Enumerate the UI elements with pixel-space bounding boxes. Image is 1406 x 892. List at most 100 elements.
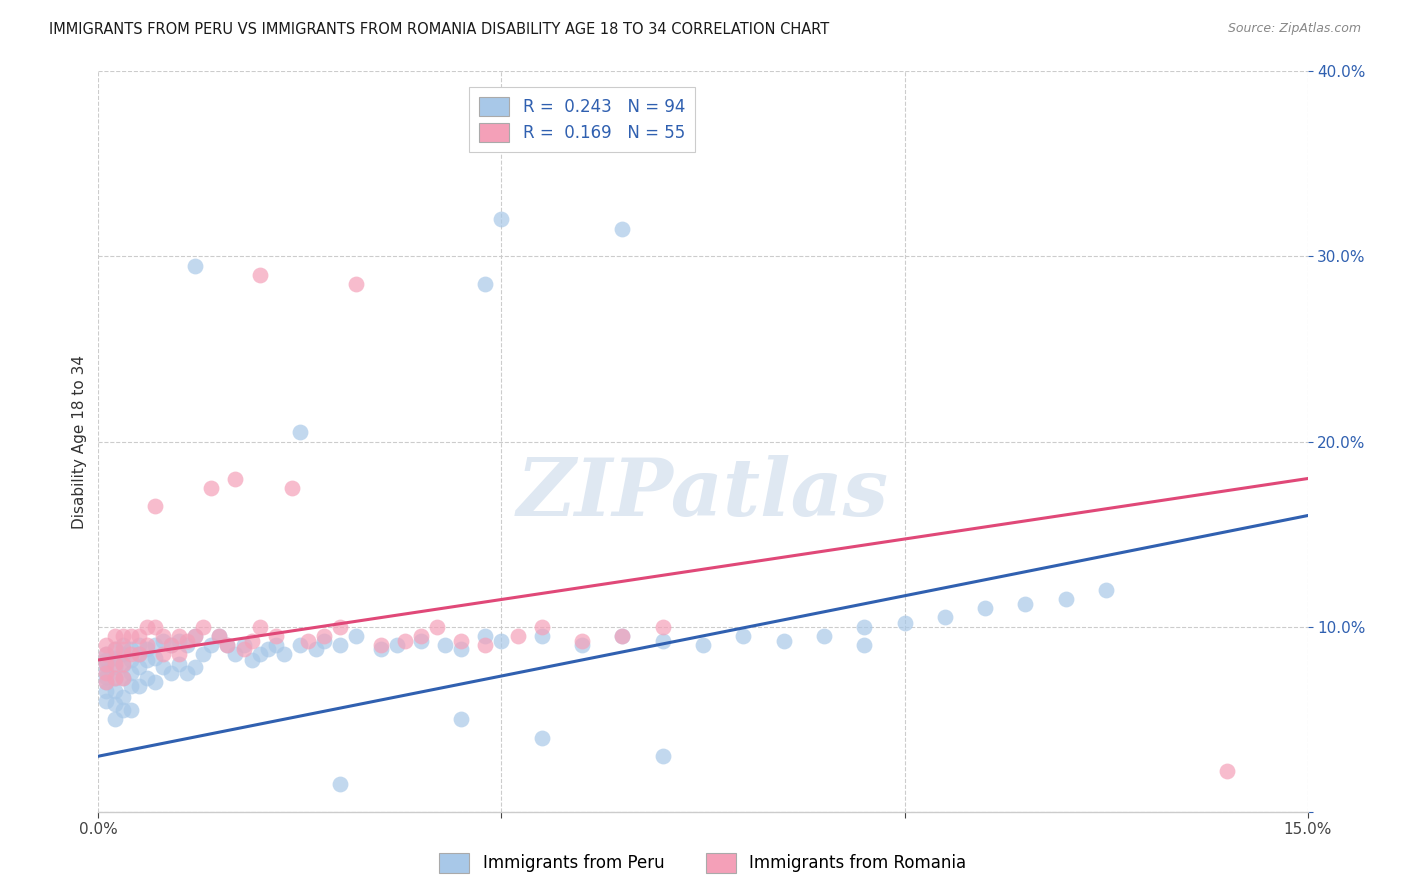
Point bbox=[143, 638, 166, 652]
Point bbox=[232, 638, 254, 652]
Point bbox=[329, 638, 352, 652]
Point bbox=[120, 641, 142, 656]
Point bbox=[491, 212, 513, 227]
Point bbox=[120, 629, 142, 643]
Point bbox=[103, 672, 125, 686]
Point bbox=[651, 749, 673, 764]
Point bbox=[176, 665, 198, 680]
Point bbox=[813, 629, 835, 643]
Point bbox=[530, 731, 553, 745]
Point bbox=[264, 638, 287, 652]
Point bbox=[103, 660, 125, 674]
Point bbox=[103, 712, 125, 726]
Point bbox=[143, 500, 166, 514]
Point bbox=[96, 665, 118, 680]
Point bbox=[128, 629, 150, 643]
Point bbox=[240, 634, 263, 648]
Point bbox=[167, 657, 190, 671]
Point bbox=[184, 259, 207, 273]
Point bbox=[103, 672, 125, 686]
Point bbox=[96, 694, 118, 708]
Point bbox=[128, 679, 150, 693]
Point bbox=[314, 629, 336, 643]
Point bbox=[1014, 598, 1036, 612]
Point bbox=[208, 629, 231, 643]
Point bbox=[96, 657, 118, 671]
Point bbox=[1095, 582, 1118, 597]
Point bbox=[426, 619, 449, 633]
Point bbox=[111, 638, 134, 652]
Point bbox=[111, 690, 134, 704]
Point bbox=[232, 641, 254, 656]
Point bbox=[329, 777, 352, 791]
Point bbox=[128, 648, 150, 662]
Point bbox=[200, 481, 222, 495]
Point bbox=[120, 679, 142, 693]
Point bbox=[103, 629, 125, 643]
Point bbox=[385, 638, 408, 652]
Point bbox=[152, 634, 174, 648]
Point bbox=[193, 619, 215, 633]
Point bbox=[224, 648, 246, 662]
Point bbox=[103, 651, 125, 665]
Legend: R =  0.243   N = 94, R =  0.169   N = 55: R = 0.243 N = 94, R = 0.169 N = 55 bbox=[470, 87, 695, 153]
Point bbox=[612, 221, 634, 235]
Point bbox=[288, 638, 311, 652]
Point bbox=[208, 629, 231, 643]
Point bbox=[651, 634, 673, 648]
Point bbox=[474, 638, 496, 652]
Point bbox=[167, 634, 190, 648]
Text: IMMIGRANTS FROM PERU VS IMMIGRANTS FROM ROMANIA DISABILITY AGE 18 TO 34 CORRELAT: IMMIGRANTS FROM PERU VS IMMIGRANTS FROM … bbox=[49, 22, 830, 37]
Point bbox=[96, 648, 118, 662]
Point bbox=[103, 657, 125, 671]
Point bbox=[217, 638, 239, 652]
Point bbox=[143, 651, 166, 665]
Point bbox=[111, 658, 134, 673]
Point bbox=[120, 653, 142, 667]
Point bbox=[409, 634, 432, 648]
Point bbox=[96, 675, 118, 690]
Point bbox=[111, 672, 134, 686]
Point bbox=[160, 638, 183, 652]
Point bbox=[772, 634, 794, 648]
Point bbox=[96, 653, 118, 667]
Point bbox=[193, 648, 215, 662]
Point bbox=[176, 634, 198, 648]
Point bbox=[135, 638, 157, 652]
Point bbox=[434, 638, 457, 652]
Point bbox=[167, 629, 190, 643]
Point bbox=[256, 641, 278, 656]
Text: Source: ZipAtlas.com: Source: ZipAtlas.com bbox=[1227, 22, 1361, 36]
Point bbox=[571, 638, 593, 652]
Point bbox=[184, 629, 207, 643]
Point bbox=[394, 634, 416, 648]
Point bbox=[111, 703, 134, 717]
Point bbox=[160, 665, 183, 680]
Point bbox=[893, 615, 915, 630]
Point bbox=[184, 629, 207, 643]
Point bbox=[96, 684, 118, 698]
Point bbox=[224, 472, 246, 486]
Point bbox=[344, 629, 367, 643]
Point bbox=[530, 619, 553, 633]
Point bbox=[612, 629, 634, 643]
Point bbox=[152, 648, 174, 662]
Point bbox=[370, 641, 392, 656]
Point bbox=[96, 675, 118, 690]
Point bbox=[111, 657, 134, 671]
Point bbox=[853, 619, 876, 633]
Point bbox=[474, 629, 496, 643]
Point bbox=[120, 648, 142, 662]
Point bbox=[571, 634, 593, 648]
Point bbox=[143, 675, 166, 690]
Point bbox=[96, 664, 118, 678]
Point bbox=[152, 629, 174, 643]
Point bbox=[111, 672, 134, 686]
Y-axis label: Disability Age 18 to 34: Disability Age 18 to 34 bbox=[72, 354, 87, 529]
Point bbox=[128, 660, 150, 674]
Point bbox=[96, 658, 118, 673]
Point bbox=[370, 638, 392, 652]
Point bbox=[111, 641, 134, 656]
Point bbox=[96, 638, 118, 652]
Point bbox=[143, 619, 166, 633]
